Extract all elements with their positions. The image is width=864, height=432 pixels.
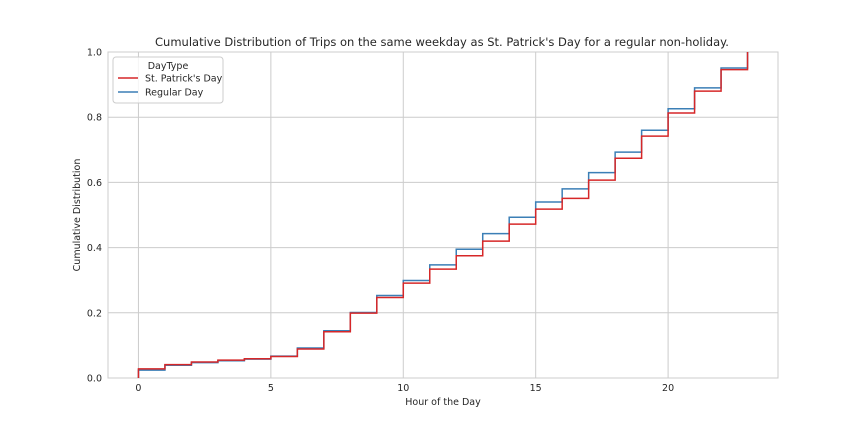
chart-title: Cumulative Distribution of Trips on the … bbox=[155, 35, 729, 49]
x-tick-label: 15 bbox=[530, 383, 542, 394]
y-axis-label: Cumulative Distribution bbox=[72, 159, 83, 272]
legend-entry-label: Regular Day bbox=[145, 88, 204, 99]
grid bbox=[108, 51, 778, 379]
y-tick-label: 0.8 bbox=[87, 113, 102, 124]
legend-entries: St. Patrick's Day Regular Day bbox=[118, 74, 223, 99]
y-tick-label: 0.0 bbox=[87, 374, 102, 385]
legend-box bbox=[112, 56, 224, 104]
y-tick-label: 0.2 bbox=[87, 308, 102, 319]
x-tick-label: 20 bbox=[662, 383, 674, 394]
y-tick-label: 1.0 bbox=[87, 48, 102, 59]
series-layer bbox=[137, 52, 749, 378]
x-tick-label: 0 bbox=[135, 383, 141, 394]
y-tick-label: 0.4 bbox=[87, 243, 102, 254]
y-tick-label: 0.6 bbox=[87, 178, 102, 189]
legend-entry-label: St. Patrick's Day bbox=[145, 74, 223, 85]
x-tick-label: 5 bbox=[268, 383, 274, 394]
ticks: 0 5 10 15 20 0.0 0.2 0.4 0.6 0.8 1.0 bbox=[87, 48, 674, 395]
legend-title: DayType bbox=[148, 61, 189, 72]
legend[interactable]: DayType St. Patrick's Day Regular Day bbox=[112, 56, 224, 104]
plot-area bbox=[107, 51, 779, 379]
x-tick-label: 10 bbox=[397, 383, 409, 394]
series-line-st-patricks-day bbox=[137, 52, 749, 378]
x-axis-label: Hour of the Day bbox=[405, 397, 481, 408]
